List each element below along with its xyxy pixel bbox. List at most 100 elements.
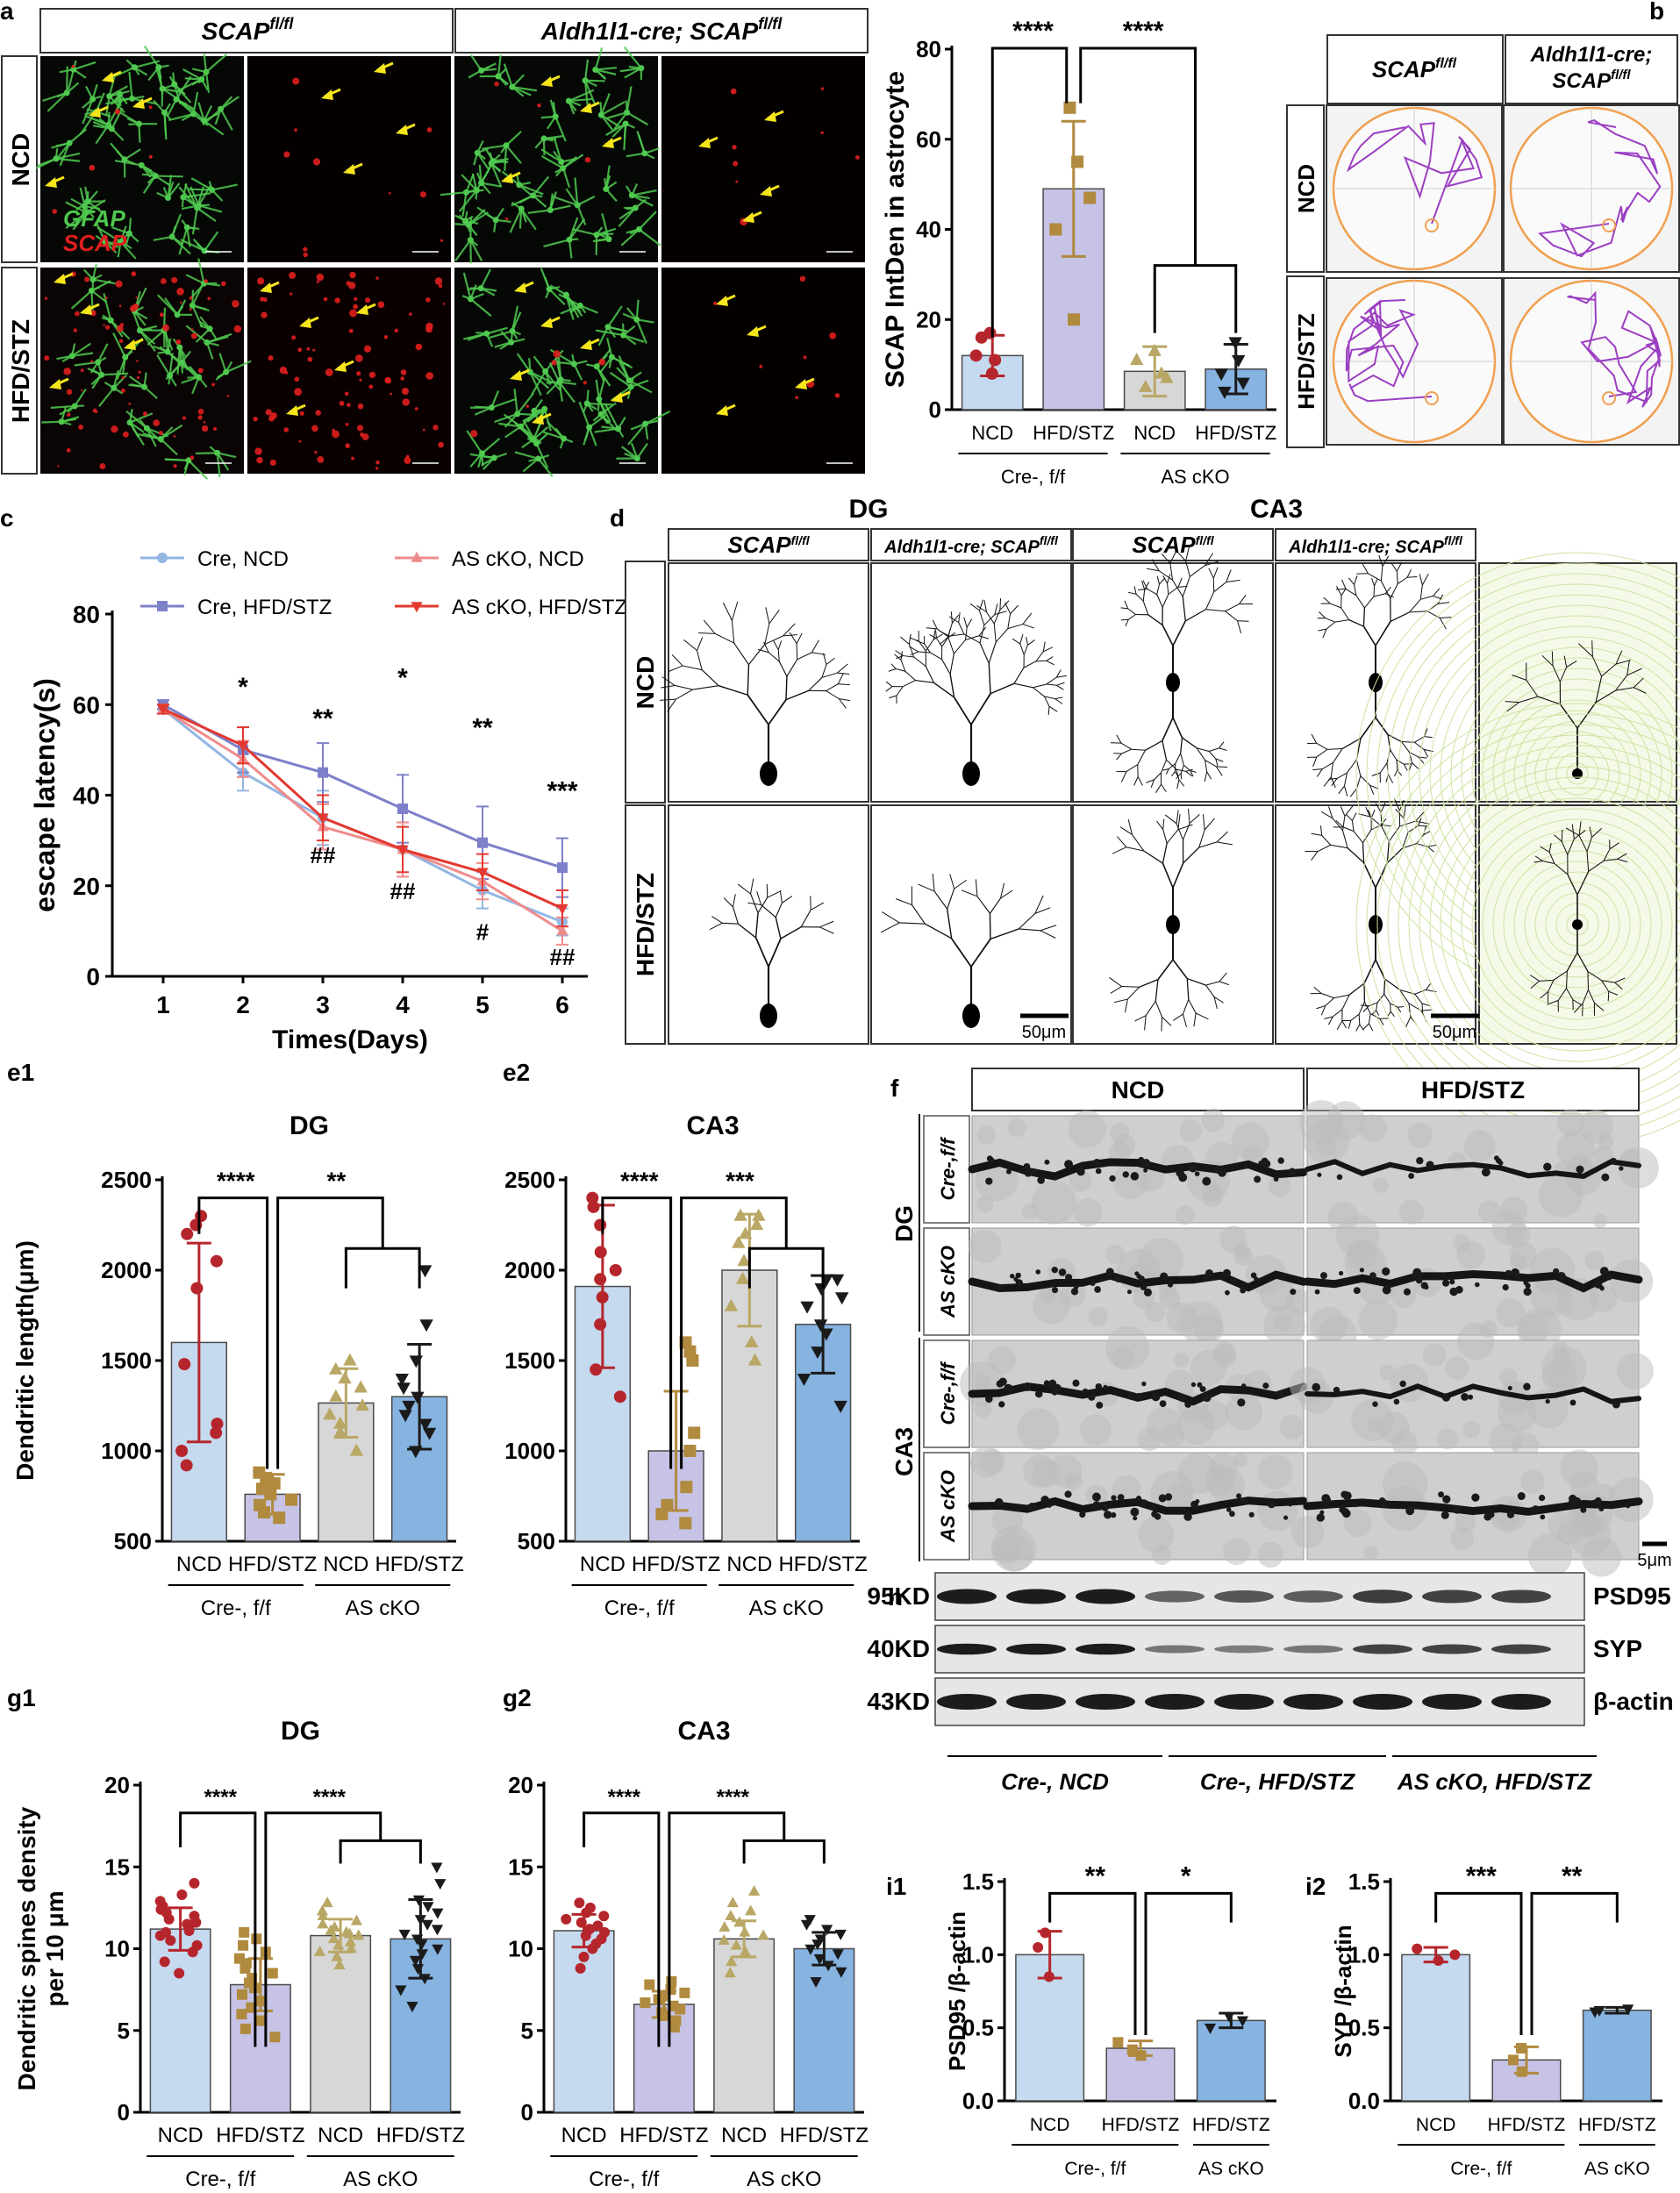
background-blotch	[1491, 1211, 1526, 1246]
dendrite	[1159, 577, 1166, 585]
x-category-label: HFD/STZ	[1578, 2115, 1656, 2135]
astrocyte-process	[70, 289, 93, 310]
dendrite	[1344, 805, 1354, 817]
spine	[1531, 1505, 1541, 1514]
scap-puncta	[414, 407, 418, 411]
data-point	[679, 1517, 692, 1530]
data-point	[175, 1445, 189, 1457]
dendrite	[947, 632, 956, 639]
data-point	[210, 1254, 223, 1268]
scap-puncta	[438, 283, 443, 289]
scap-puncta	[730, 88, 737, 95]
astrocyte-process	[568, 97, 592, 103]
dendrite	[1354, 584, 1357, 596]
dendrite	[1185, 546, 1190, 561]
scap-puncta	[283, 427, 290, 432]
data-point	[1071, 155, 1084, 168]
data-point	[724, 1298, 739, 1311]
dendrite	[757, 648, 769, 654]
background-blotch	[1423, 1343, 1447, 1367]
astrocyte-process	[595, 329, 624, 337]
blot-band	[1145, 1694, 1205, 1710]
astrocyte-process	[116, 356, 126, 380]
spine	[1240, 1497, 1247, 1504]
scap-puncta	[345, 443, 351, 448]
y-tick-label: 15	[508, 1854, 533, 1880]
astrocyte-process	[197, 258, 205, 284]
dendrite	[1172, 717, 1183, 739]
dendrite	[1219, 981, 1229, 986]
dendrite	[1034, 895, 1044, 914]
astrocyte-process	[153, 235, 173, 241]
y-tick-label: 60	[73, 691, 100, 718]
dendrite	[1355, 595, 1365, 609]
dendrite	[661, 685, 676, 689]
dendrite	[947, 636, 954, 654]
spine	[1340, 1490, 1348, 1498]
dendrite	[933, 890, 948, 910]
dendrite	[1603, 848, 1611, 861]
dendrite	[1318, 628, 1327, 632]
data-point	[431, 1862, 443, 1874]
data-point	[239, 1926, 250, 1938]
dendrite	[1180, 773, 1183, 780]
dendrite	[1388, 825, 1400, 842]
astrocyte-process	[597, 326, 609, 346]
data-point	[397, 845, 409, 856]
y-tick-label: 0	[521, 2099, 533, 2125]
dendrite	[1617, 858, 1628, 863]
dendrite	[1177, 586, 1188, 588]
dendrite	[1196, 747, 1206, 761]
dendrite	[1421, 1003, 1424, 1014]
dendrite	[810, 902, 825, 911]
dendrite	[671, 654, 683, 667]
panel-h-letter: h	[888, 1583, 903, 1611]
bar	[149, 1928, 211, 2113]
spine	[1243, 1164, 1249, 1169]
astrocyte-process	[196, 186, 204, 209]
scap-puncta	[795, 396, 798, 399]
astrocyte-soma	[129, 95, 136, 102]
data-point	[267, 1968, 278, 1979]
dendrite	[747, 694, 769, 725]
pointer-arrowhead	[80, 304, 92, 315]
dendrite	[1547, 1000, 1559, 1005]
astrocyte-process	[627, 423, 647, 446]
sholl-ring	[1545, 892, 1610, 957]
dendrite	[821, 672, 838, 678]
pointer-arrowhead	[343, 164, 355, 175]
astrocyte-soma	[111, 384, 118, 391]
dendrite	[1395, 809, 1405, 819]
data-point	[395, 1985, 407, 1997]
spine	[1575, 1284, 1581, 1290]
astrocyte-process	[476, 152, 490, 171]
spine	[1143, 1288, 1153, 1297]
dendrite	[1381, 825, 1391, 827]
dendrite	[1116, 753, 1122, 761]
astrocyte-process	[178, 227, 189, 255]
data-point	[1228, 337, 1242, 350]
dendrite	[1390, 1011, 1395, 1018]
panel-f-col1: NCD	[1112, 1076, 1165, 1104]
data-point	[733, 1208, 747, 1221]
sholl-ring	[1440, 787, 1680, 1062]
data-point	[157, 601, 168, 611]
background-blotch	[1445, 1356, 1469, 1381]
pointer-arrowhead	[540, 76, 553, 87]
astrocyte-process	[613, 111, 628, 131]
background-blotch	[1372, 1177, 1389, 1193]
background-blotch	[1179, 1301, 1223, 1345]
astrocyte-soma	[641, 150, 648, 157]
astrocyte-soma	[63, 89, 70, 96]
data-point	[1129, 353, 1144, 366]
astrocyte-soma	[626, 377, 633, 384]
astrocyte-process	[458, 189, 478, 212]
dendrite	[1205, 553, 1214, 566]
x-category-label: HFD/STZ	[228, 1553, 317, 1576]
astrocyte-soma	[138, 161, 145, 168]
dendrite	[1341, 1020, 1348, 1029]
spine	[1178, 1173, 1188, 1182]
astrocyte-process	[522, 457, 540, 473]
spine	[1064, 1160, 1074, 1169]
background-blotch	[1398, 1199, 1425, 1225]
